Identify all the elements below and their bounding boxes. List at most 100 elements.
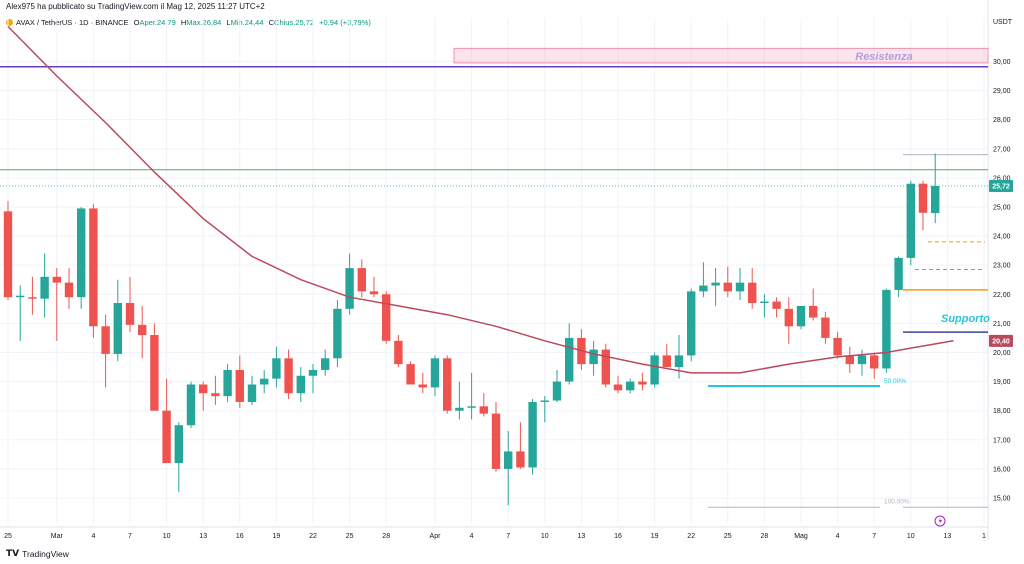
x-tick-label: 7 <box>506 533 510 540</box>
candle-body <box>308 369 318 376</box>
candle-body <box>284 358 293 394</box>
resistance-zone <box>453 47 989 64</box>
x-tick-label: 25 <box>4 533 12 540</box>
x-tick-label: 22 <box>309 533 317 540</box>
y-tick-label: 18,00 <box>993 408 1011 415</box>
support-label: Supporto <box>941 313 990 325</box>
symbol-logo-icon <box>6 19 13 26</box>
x-tick-label: 28 <box>382 533 390 540</box>
y-tick-label: 24,00 <box>993 234 1011 241</box>
candle-body <box>821 317 830 338</box>
candle-body <box>455 407 464 411</box>
moving-average-line <box>7 25 954 374</box>
candle-body <box>296 375 305 394</box>
close-label: C <box>268 18 275 27</box>
candle-body <box>125 303 135 325</box>
x-tick-label: 22 <box>687 533 695 540</box>
candle-body <box>528 401 537 468</box>
footer-brand: TradingView <box>22 548 69 559</box>
price-tag-label: 20,40 <box>992 338 1010 345</box>
open-value: Aper.24,79 <box>139 18 176 27</box>
y-tick-label: 30,00 <box>993 59 1011 66</box>
y-tick-label: 21,00 <box>993 321 1011 328</box>
candle-body <box>699 285 708 292</box>
candle-body <box>626 381 635 391</box>
candle-body <box>394 340 403 365</box>
currency-label: USDT <box>993 19 1013 26</box>
candle-body <box>796 305 806 327</box>
candle-body <box>857 355 867 365</box>
candle-body <box>845 355 854 365</box>
candle-body <box>443 358 452 411</box>
candle-body <box>3 211 13 298</box>
change-value: +0,94 (+3,79%) <box>319 18 371 27</box>
candle-body <box>467 406 476 408</box>
candle-body <box>748 282 757 304</box>
candle-body <box>589 349 598 365</box>
candle-body <box>150 335 159 411</box>
candle-body <box>321 358 330 370</box>
candle-body <box>565 337 574 382</box>
y-tick-label: 22,00 <box>993 292 1011 299</box>
price-tag <box>989 180 1013 193</box>
event-bolt-icon <box>934 515 946 527</box>
candle-body <box>674 355 684 368</box>
x-tick-label: 19 <box>651 533 659 540</box>
candle-body <box>650 355 659 385</box>
candle-body <box>260 378 269 385</box>
candle-body <box>247 384 257 402</box>
candle-body <box>223 369 232 397</box>
candle-body <box>406 364 415 385</box>
candle-body <box>735 282 745 292</box>
candle-body <box>809 305 818 318</box>
candle-body <box>52 276 61 283</box>
x-tick-label: 13 <box>578 533 586 540</box>
fib-50-label: 50,00% <box>884 378 906 385</box>
author-line: Alex975 ha pubblicato su TradingView.com… <box>6 2 265 11</box>
candle-body <box>16 295 25 298</box>
candle-body <box>687 291 696 356</box>
candle-body <box>870 355 879 369</box>
x-tick-label: 4 <box>91 533 95 540</box>
candle-body <box>906 183 915 258</box>
candle-body <box>418 384 427 388</box>
candle-body <box>333 308 342 359</box>
candle-body <box>882 289 891 369</box>
x-tick-label: 25 <box>346 533 354 540</box>
y-tick-label: 26,00 <box>993 175 1011 182</box>
x-tick-label: 16 <box>236 533 244 540</box>
candle-body <box>382 294 391 341</box>
x-tick-label: 4 <box>836 533 840 540</box>
candle-body <box>272 358 281 379</box>
candle-body <box>101 326 110 354</box>
x-tick-label: 16 <box>614 533 622 540</box>
x-tick-label: 13 <box>199 533 207 540</box>
candle-body <box>357 268 366 292</box>
candle-body <box>504 451 513 469</box>
y-tick-label: 28,00 <box>993 117 1011 124</box>
candle-body <box>711 282 720 286</box>
candle-body <box>760 301 769 304</box>
candle-body <box>540 400 549 402</box>
tradingview-footer[interactable]: 𝗧𝗩 TradingView <box>6 548 69 559</box>
candle-body <box>833 337 842 356</box>
candle-body <box>138 324 147 336</box>
symbol-label[interactable]: AVAX / TetherUS · 1D · BINANCE <box>16 18 129 27</box>
y-tick-label: 29,00 <box>993 88 1011 95</box>
x-tick-label: 28 <box>761 533 769 540</box>
x-tick-label: 25 <box>724 533 732 540</box>
y-tick-label: 27,00 <box>993 146 1011 153</box>
price-tag-label: 25,72 <box>992 184 1010 191</box>
x-tick-label: 7 <box>128 533 132 540</box>
candle-body <box>918 183 928 213</box>
candle-body <box>601 349 610 385</box>
open-label: O <box>133 18 140 27</box>
candle-body <box>479 406 488 414</box>
candle-body <box>723 282 732 292</box>
candle-body <box>638 381 647 385</box>
candle-body <box>77 208 86 298</box>
x-tick-label: 10 <box>541 533 549 540</box>
x-tick-label: 4 <box>470 533 474 540</box>
x-tick-label: 10 <box>907 533 915 540</box>
